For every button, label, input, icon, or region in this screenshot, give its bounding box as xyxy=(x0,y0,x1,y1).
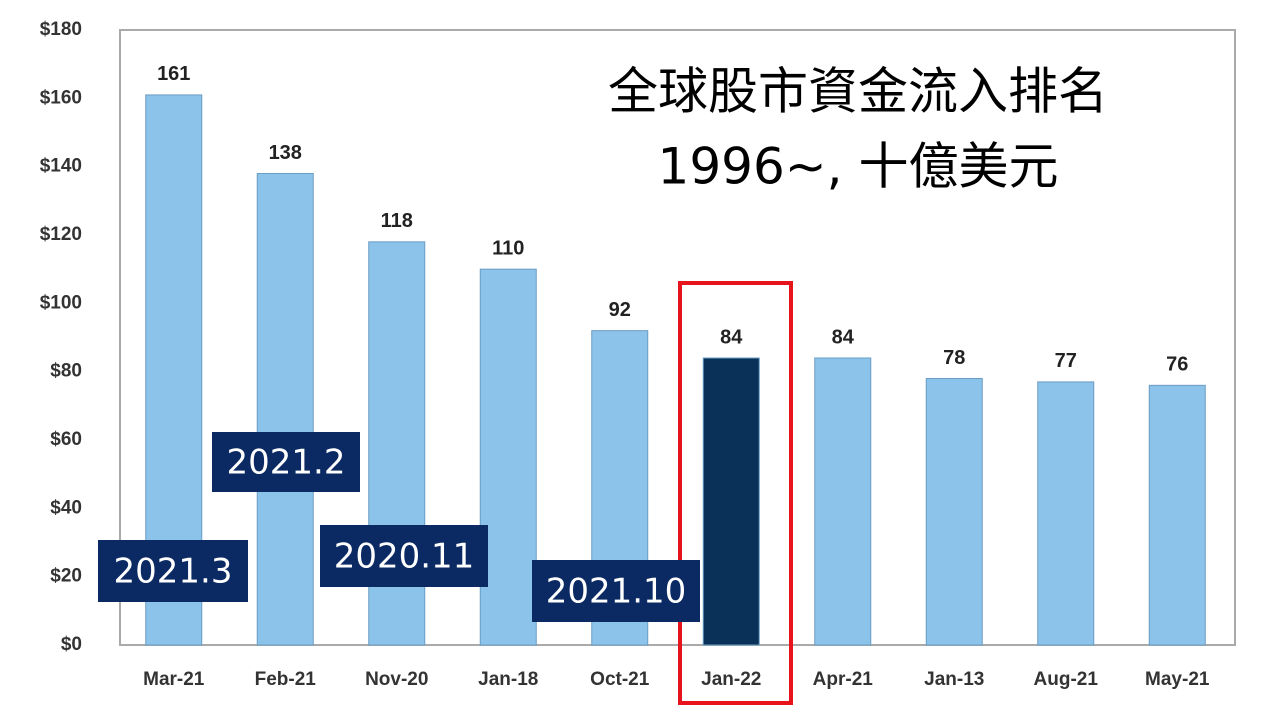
bar xyxy=(702,357,760,646)
x-tick-label: Jan-18 xyxy=(478,669,538,690)
value-label: 92 xyxy=(609,299,631,321)
highlight-frame xyxy=(678,281,793,705)
x-tick-label: May-21 xyxy=(1145,669,1210,690)
y-tick-label: $60 xyxy=(50,429,82,450)
chart-title: 全球股市資金流入排名 xyxy=(608,63,1108,121)
y-tick-label: $80 xyxy=(50,361,82,382)
annotation: 2021.2 xyxy=(227,443,346,483)
value-label: 77 xyxy=(1055,350,1077,372)
bar xyxy=(1148,384,1206,646)
y-tick-label: $140 xyxy=(40,156,82,177)
annotation: 2020.11 xyxy=(334,537,475,577)
x-tick-label: Mar-21 xyxy=(143,669,205,690)
value-label: 84 xyxy=(720,326,743,348)
annotation-box xyxy=(532,560,700,622)
y-tick-label: $160 xyxy=(40,87,82,108)
bar xyxy=(256,173,314,646)
y-tick-label: $120 xyxy=(40,224,82,245)
y-tick-label: $20 xyxy=(50,566,82,587)
x-tick-label: Nov-20 xyxy=(365,669,428,690)
value-label: 78 xyxy=(943,347,965,369)
annotation: 2021.3 xyxy=(114,552,233,592)
x-tick-label: Apr-21 xyxy=(813,669,874,690)
y-tick-label: $100 xyxy=(40,292,82,313)
x-tick-label: Oct-21 xyxy=(590,669,650,690)
annotation-box xyxy=(98,540,248,602)
annotation-box xyxy=(212,432,360,492)
chart-subtitle: 1996~, 十億美元 xyxy=(658,138,1059,196)
bar xyxy=(814,357,872,646)
bar xyxy=(925,378,983,646)
value-label: 118 xyxy=(381,210,413,232)
annotation: 2021.10 xyxy=(546,572,687,612)
value-label: 138 xyxy=(269,142,302,164)
x-tick-label: Feb-21 xyxy=(255,669,317,690)
value-label: 76 xyxy=(1166,354,1188,376)
value-label: 161 xyxy=(157,63,190,85)
bar xyxy=(1037,381,1095,646)
bar xyxy=(479,268,537,646)
y-tick-label: $0 xyxy=(61,634,82,655)
x-tick-label: Aug-21 xyxy=(1034,669,1099,690)
x-tick-label: Jan-13 xyxy=(924,669,984,690)
value-label: 110 xyxy=(492,237,524,259)
value-label: 84 xyxy=(832,326,855,348)
x-tick-label: Jan-22 xyxy=(701,669,761,690)
y-tick-label: $180 xyxy=(40,19,82,40)
annotation-box xyxy=(320,525,488,587)
y-tick-label: $40 xyxy=(50,497,82,518)
